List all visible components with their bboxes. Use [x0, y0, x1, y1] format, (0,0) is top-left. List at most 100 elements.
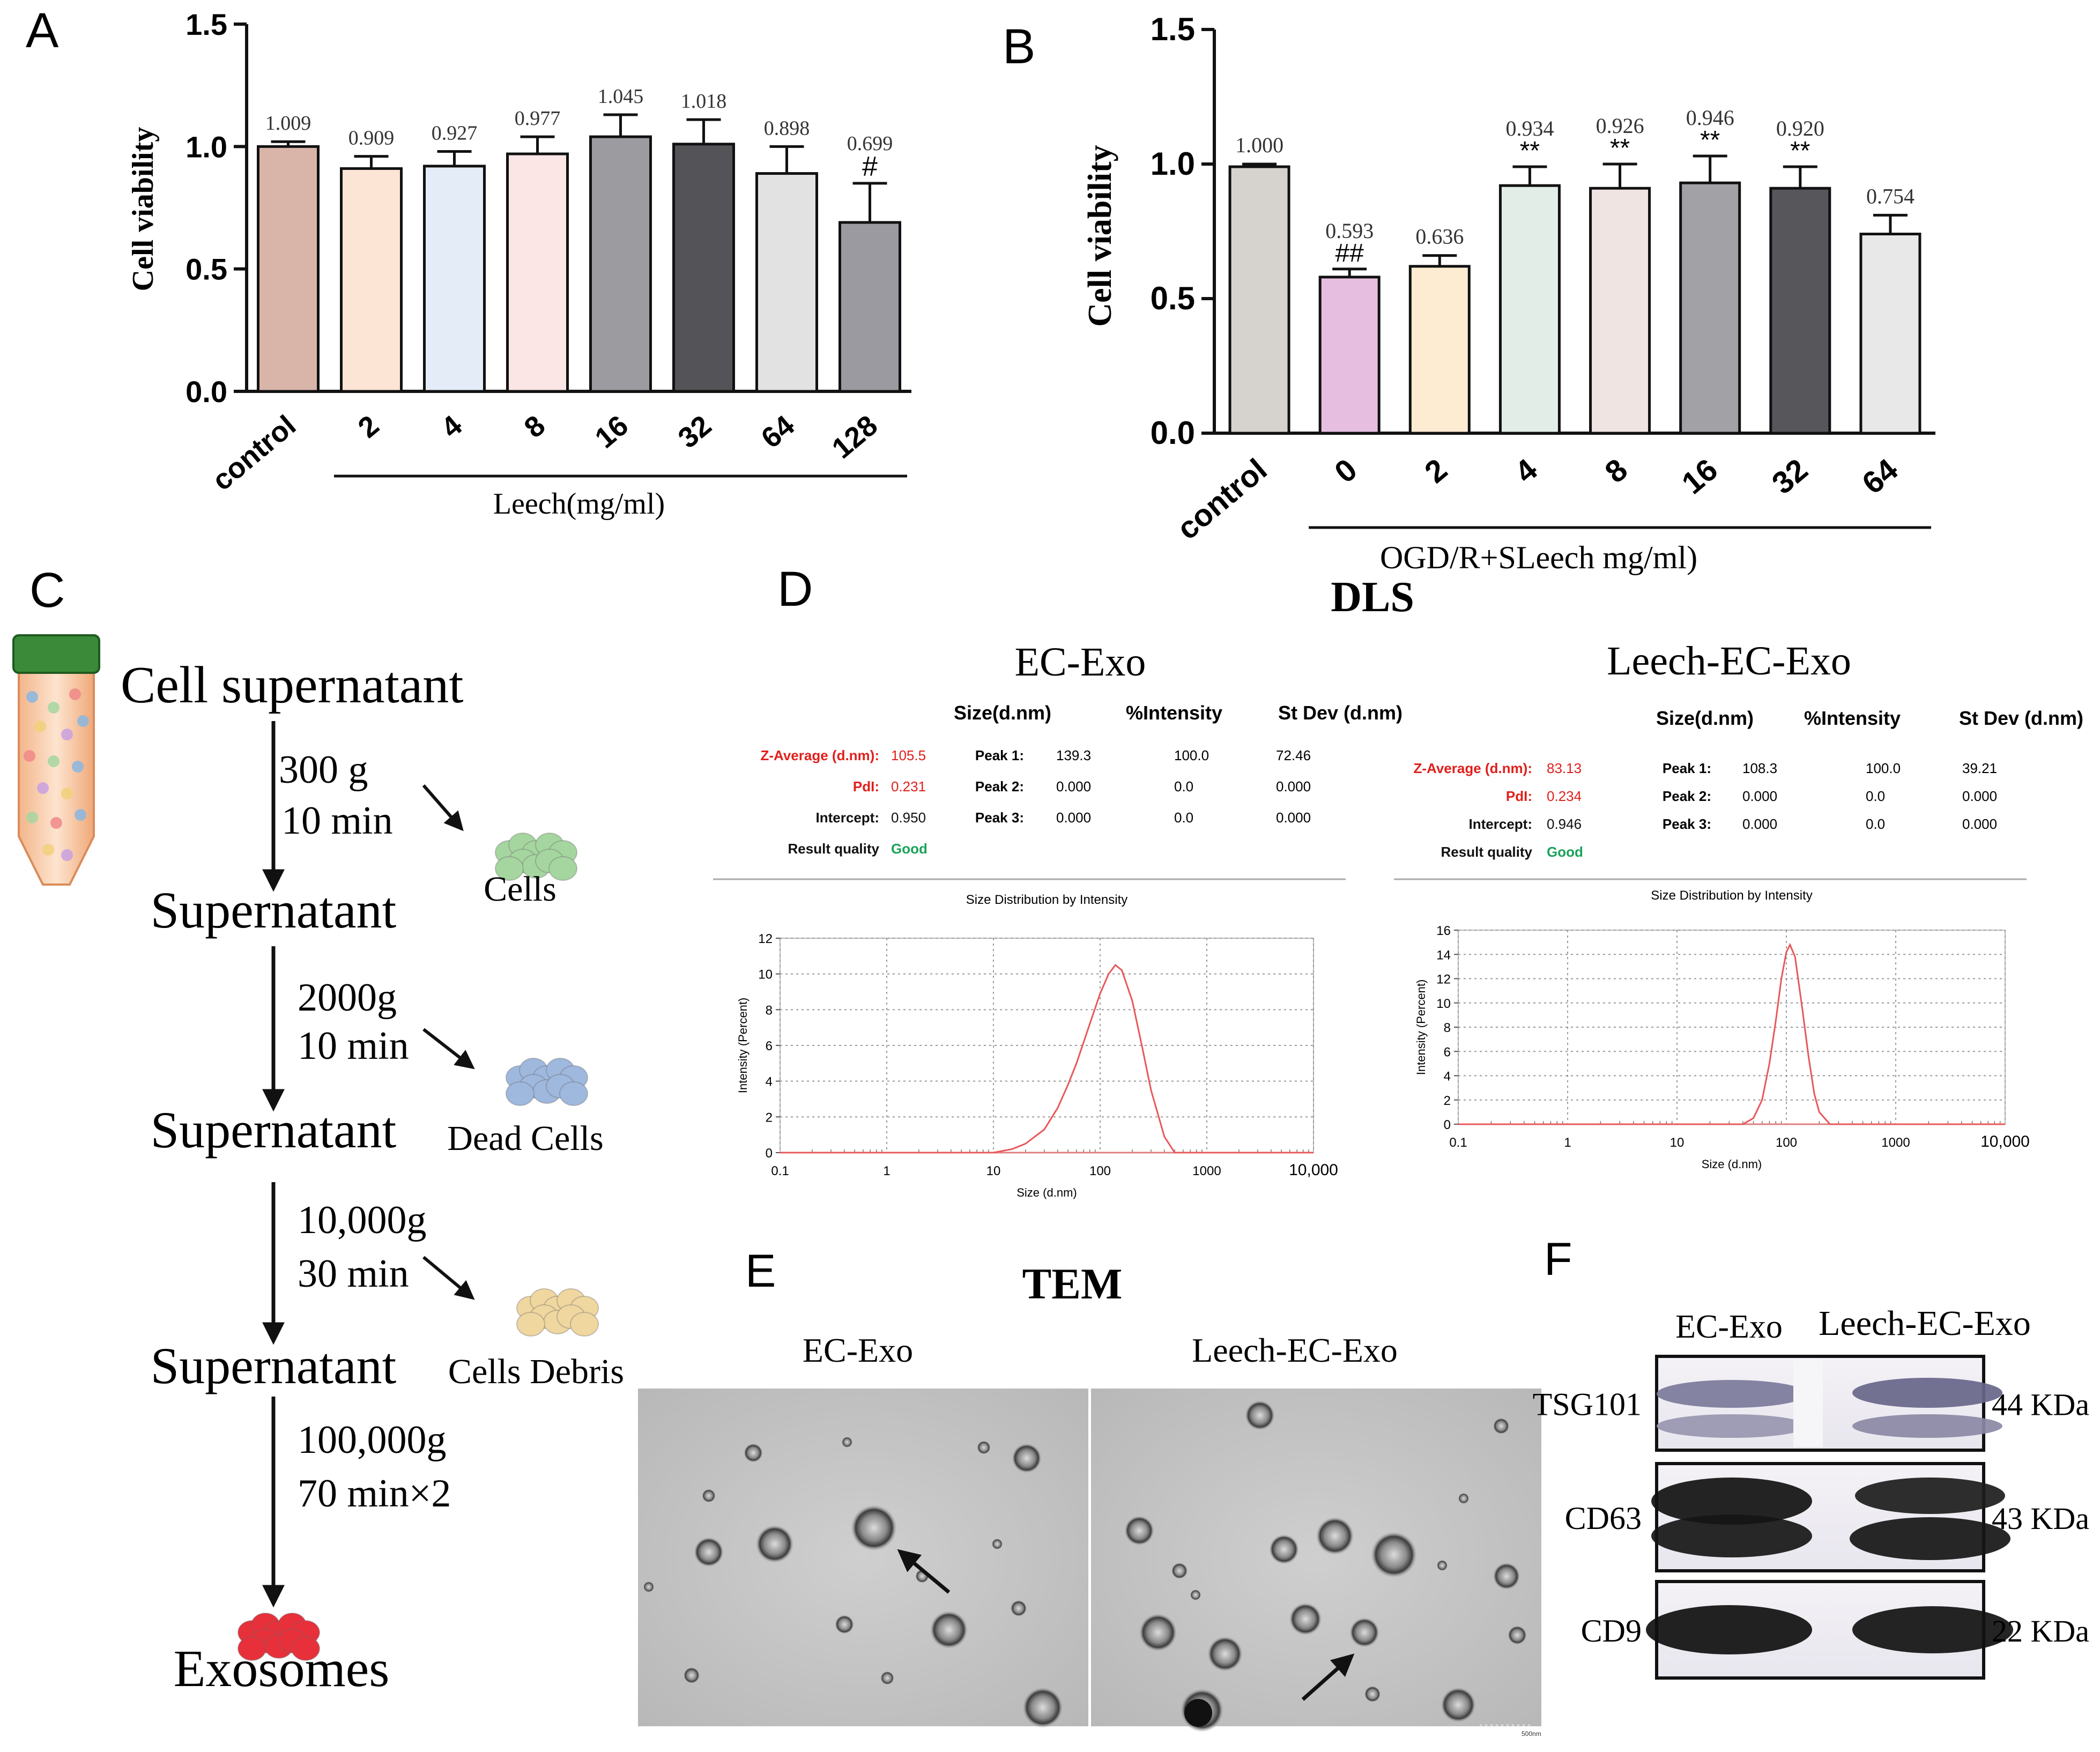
dls-peak-intensity: 100.0	[1866, 760, 1901, 776]
dls-peak-stdev: 39.21	[1962, 760, 1997, 776]
bar-2	[340, 167, 403, 393]
panel-a-ylabel: Cell viability	[127, 127, 160, 291]
blot-band	[1651, 1515, 1812, 1557]
y-tick-label: 6	[766, 1039, 773, 1053]
x-tick-label: 10	[1670, 1135, 1685, 1150]
y-tick-label: 1.0	[1151, 146, 1195, 182]
dls-peak-size: 139.3	[1056, 747, 1091, 763]
blot-band	[1651, 1478, 1812, 1525]
dls-peak-stdev: 0.000	[1276, 810, 1311, 826]
flow-start: Cell supernatant	[121, 656, 464, 714]
panel-d-letter: D	[777, 562, 813, 617]
exosome-vesicle	[756, 1525, 793, 1563]
category-label: 4	[435, 409, 469, 444]
y-tick-label: 10	[758, 968, 773, 982]
panel-b-group-label: OGD/R+SLeech mg/ml)	[1380, 540, 1697, 575]
category-label: 8	[1598, 452, 1634, 490]
category-label: 64	[755, 409, 801, 455]
centrifuge-force: 300 g	[279, 748, 368, 792]
y-tick-label: 0	[1444, 1118, 1451, 1132]
y-tick-label: 0.0	[185, 375, 227, 409]
centrifuge-time: 10 min	[298, 1024, 409, 1068]
tem-left-label: EC-Exo	[803, 1331, 913, 1369]
dls-summary-label: PdI:	[853, 778, 879, 795]
dls-xlabel: Size (d.nm)	[1016, 1186, 1077, 1199]
panel-f: F EC-Exo Leech-EC-Exo TSG101 44 KDa CD63 43…	[1533, 1234, 2089, 1680]
y-tick-label: 12	[758, 932, 773, 946]
exosome-vesicle	[744, 1443, 763, 1463]
dls-peak-label: Peak 3:	[975, 810, 1024, 826]
dls-peak-label: Peak 1:	[975, 747, 1024, 763]
dls-peak-size: 0.000	[1056, 778, 1091, 795]
bar-8	[1589, 187, 1651, 435]
exosome-vesicle	[1349, 1617, 1379, 1647]
y-tick-label: 4	[1444, 1070, 1451, 1084]
exosome-vesicle	[1493, 1563, 1520, 1590]
dls-peak-size: 0.000	[1056, 810, 1091, 826]
exosome-vesicle	[1289, 1603, 1322, 1635]
bar-control	[1228, 165, 1290, 435]
y-tick-label: 4	[766, 1075, 773, 1089]
exosome-vesicle	[1441, 1687, 1476, 1723]
centrifuge-time: 70 min×2	[298, 1472, 451, 1516]
exosome-vesicle	[1124, 1516, 1154, 1546]
bar-4	[423, 165, 486, 393]
wb-col-right: Leech-EC-Exo	[1819, 1304, 2031, 1343]
category-label: 128	[826, 409, 884, 465]
blot-band	[1657, 1414, 1807, 1438]
exosome-vesicle	[694, 1537, 724, 1567]
category-label: 16	[589, 409, 635, 455]
dls-xlabel: Size (d.nm)	[1702, 1157, 1762, 1171]
protein-label: CD63	[1565, 1501, 1642, 1536]
flow-result: Supernatant	[151, 1101, 397, 1159]
exosome-vesicle	[930, 1611, 968, 1649]
exosome-vesicle	[1190, 1590, 1201, 1600]
dls-summary-label: Z-Average (d.nm):	[1414, 760, 1533, 776]
panel-e-letter: E	[745, 1245, 776, 1297]
dls-summary-value: 105.5	[891, 747, 926, 763]
blot-band	[1852, 1378, 2002, 1408]
tem-right-label: Leech-EC-Exo	[1192, 1331, 1398, 1369]
y-tick-label: 2	[1444, 1094, 1451, 1108]
y-tick-label: 0.0	[1151, 415, 1195, 451]
panel-b-ylabel: Cell viability	[1082, 145, 1118, 326]
bar-128	[838, 221, 901, 393]
dls-peak-intensity: 0.0	[1174, 778, 1193, 795]
dls-ec-exo: EC-Exo Size(d.nm) %Intensity St Dev (d.nm) Z…	[713, 640, 1403, 1199]
value-label: 1.045	[598, 85, 644, 108]
y-tick-label: 8	[766, 1003, 773, 1018]
category-label: 8	[518, 409, 552, 444]
dls-table-header: %Intensity	[1126, 702, 1222, 724]
centrifuge-force: 2000g	[298, 976, 397, 1020]
dls-peak-stdev: 72.46	[1276, 747, 1311, 763]
dls-table-header: St Dev (d.nm)	[1959, 707, 2083, 729]
bar-0	[1318, 276, 1381, 435]
dls-summary-value: 0.231	[891, 778, 926, 795]
exosome-vesicle	[1022, 1687, 1063, 1728]
dls-ylabel: Intensity (Percent)	[736, 998, 750, 1094]
exosome-vesicle	[1364, 1686, 1381, 1702]
dls-title: EC-Exo	[1015, 640, 1146, 685]
exosome-vesicle	[1011, 1600, 1027, 1616]
bar-32	[1769, 187, 1831, 435]
value-label: 0.926	[1596, 114, 1644, 138]
panel-b-letter: B	[1003, 19, 1035, 74]
panel-e: E TEM EC-Exo Leech-EC-Exo 500nm	[638, 1245, 1541, 1738]
value-label: 1.009	[265, 112, 311, 135]
dls-peak-size: 108.3	[1742, 760, 1777, 776]
dls-peak-size: 0.000	[1742, 788, 1777, 804]
exosome-vesicle	[1493, 1418, 1509, 1434]
panel-a-letter: A	[26, 3, 59, 58]
exosome-vesicle	[1171, 1563, 1188, 1579]
centrifuge-force: 10,000g	[298, 1198, 427, 1242]
byproduct-label: Cells Debris	[448, 1352, 624, 1391]
exosome-vesicle	[1207, 1636, 1243, 1672]
bar-64	[755, 172, 818, 393]
dls-leech-ec-exo: Leech-EC-Exo Size(d.nm) %Intensity St Dev (…	[1394, 639, 2083, 1171]
bar-control	[257, 145, 320, 393]
value-label: 0.934	[1505, 116, 1554, 140]
chart-a: 0.0 0.5 1.0 1.5 1.009 control 0.909 2 0.927 4 0.97…	[185, 8, 911, 497]
protein-label: TSG101	[1533, 1387, 1642, 1422]
bar-8	[506, 152, 569, 393]
